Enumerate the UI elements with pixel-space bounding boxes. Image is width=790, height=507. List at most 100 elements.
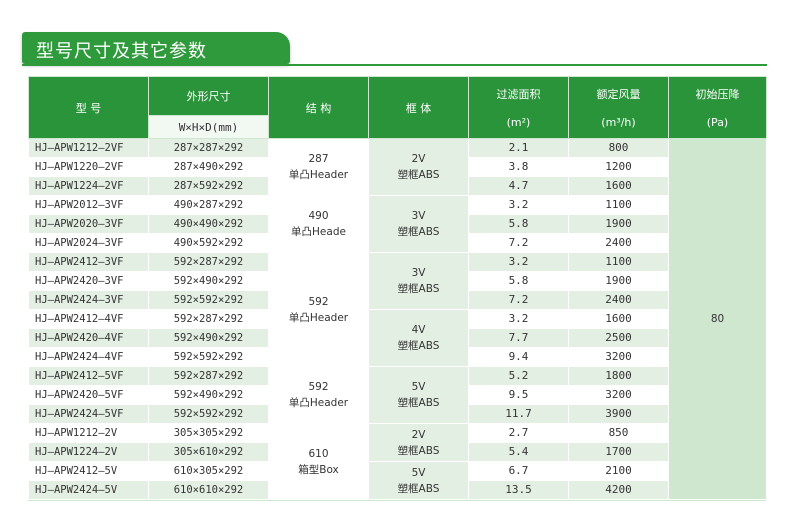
cell-frame-group: 2V 塑框ABS (368, 423, 469, 462)
frame-v-count: 5V (411, 466, 426, 479)
cell-dimensions: 490×490×292 (148, 214, 269, 234)
cell-filter-area: 5.8 (468, 214, 569, 234)
cell-airflow: 800 (568, 138, 669, 158)
cell-model: HJ–APW2020–3VF (28, 214, 149, 234)
cell-model: HJ–APW1212–2V (28, 423, 149, 443)
header-filter-area-unit: (m²) (506, 116, 531, 129)
table-row: HJ–APW2424–4VF 592×592×292 9.4 3200 (28, 347, 767, 367)
cell-model: HJ–APW1224–2V (28, 442, 149, 462)
cell-model: HJ–APW2424–5V (28, 480, 149, 500)
table-row: HJ–APW1220–2VF 287×490×292 3.8 1200 (28, 157, 767, 177)
cell-dimensions: 305×305×292 (148, 423, 269, 443)
structure-size: 610 (308, 447, 329, 460)
cell-dimensions: 490×287×292 (148, 195, 269, 215)
cell-structure-group: 592 单凸Header (268, 366, 369, 424)
cell-model: HJ–APW2424–5VF (28, 404, 149, 424)
cell-frame-group: 3V 塑框ABS (368, 195, 469, 253)
cell-dimensions: 490×592×292 (148, 233, 269, 253)
cell-model: HJ–APW2024–3VF (28, 233, 149, 253)
cell-dimensions: 287×490×292 (148, 157, 269, 177)
header-pressure-unit: (Pa) (706, 116, 729, 129)
cell-frame-group: 5V 塑框ABS (368, 461, 469, 500)
cell-model: HJ–APW2012–3VF (28, 195, 149, 215)
frame-material: 塑框ABS (397, 340, 440, 352)
frame-material: 塑框ABS (397, 397, 440, 409)
header-airflow-label: 额定风量 (596, 88, 641, 101)
frame-material: 塑框ABS (397, 226, 440, 238)
cell-filter-area: 2.7 (468, 423, 569, 443)
table-row: HJ–APW2020–3VF 490×490×292 5.8 1900 (28, 214, 767, 234)
cell-filter-area: 7.2 (468, 290, 569, 310)
table-row: HJ–APW2424–5V 610×610×292 13.5 4200 (28, 480, 767, 500)
frame-v-count: 5V (411, 381, 426, 393)
cell-dimensions: 592×490×292 (148, 271, 269, 291)
header-dimensions-sub: W×H×D(mm) (148, 115, 269, 139)
cell-dimensions: 592×490×292 (148, 328, 269, 348)
cell-model: HJ–APW1220–2VF (28, 157, 149, 177)
cell-airflow: 2100 (568, 461, 669, 481)
cell-filter-area: 13.5 (468, 480, 569, 500)
frame-v-count: 4V (411, 324, 426, 336)
cell-filter-area: 7.2 (468, 233, 569, 253)
frame-v-count: 2V (411, 153, 426, 165)
cell-model: HJ–APW2424–4VF (28, 347, 149, 367)
cell-filter-area: 3.8 (468, 157, 569, 177)
frame-v-count: 3V (411, 210, 426, 222)
table-row: HJ–APW1212–2V 305×305×292 610 箱型Box 2V 塑框ABS 2… (28, 423, 767, 500)
cell-model: HJ–APW1224–2VF (28, 176, 149, 196)
cell-dimensions: 287×592×292 (148, 176, 269, 196)
table-row: HJ–APW2420–5VF 592×490×292 9.5 3200 (28, 385, 767, 405)
cell-airflow: 1600 (568, 176, 669, 196)
header-dimensions: 外形尺寸 (148, 76, 269, 116)
frame-material: 塑框ABS (397, 283, 440, 295)
cell-dimensions: 592×287×292 (148, 252, 269, 272)
cell-model: HJ–APW1212–2VF (28, 138, 149, 158)
table-row: HJ–APW2012–3VF 490×287×292 490 单凸Heade 3V 塑框A… (28, 195, 767, 253)
cell-airflow: 3900 (568, 404, 669, 424)
structure-size: 287 (308, 153, 329, 165)
cell-dimensions: 592×287×292 (148, 366, 269, 386)
cell-filter-area: 11.7 (468, 404, 569, 424)
cell-structure-group: 592 单凸Header (268, 252, 369, 367)
cell-structure-group: 610 箱型Box (268, 423, 369, 500)
cell-airflow: 1800 (568, 366, 669, 386)
structure-size: 490 (308, 210, 329, 222)
cell-dimensions: 610×305×292 (148, 461, 269, 481)
cell-frame-group: 4V 塑框ABS (368, 309, 469, 367)
header-frame: 框 体 (368, 76, 469, 139)
cell-filter-area: 9.5 (468, 385, 569, 405)
structure-type: 单凸Header (288, 169, 349, 181)
cell-filter-area: 5.4 (468, 442, 569, 462)
cell-airflow: 1900 (568, 214, 669, 234)
structure-type: 单凸Header (288, 311, 349, 324)
spec-table-container: 型 号 外形尺寸 结 构 框 体 过滤面积 (m²) 额定风量 (m³/h) 初… (28, 76, 767, 501)
spec-table: 型 号 外形尺寸 结 构 框 体 过滤面积 (m²) 额定风量 (m³/h) 初… (28, 76, 767, 500)
header-model: 型 号 (28, 76, 149, 139)
title-divider (22, 64, 767, 66)
cell-filter-area: 4.7 (468, 176, 569, 196)
cell-model: HJ–APW2412–3VF (28, 252, 149, 272)
table-row: HJ–APW2412–3VF 592×287×292 592 单凸Header 3V 塑框… (28, 252, 767, 367)
cell-structure-group: 287 单凸Header (268, 138, 369, 196)
cell-model: HJ–APW2412–5VF (28, 366, 149, 386)
cell-initial-pressure: 80 (668, 138, 767, 500)
cell-airflow: 1600 (568, 309, 669, 329)
table-row: HJ–APW2024–3VF 490×592×292 7.2 2400 (28, 233, 767, 253)
table-row: HJ–APW1212–2VF 287×287×292 287 单凸Header 2V 塑框… (28, 138, 767, 500)
frame-v-count: 3V (411, 267, 426, 279)
cell-dimensions: 610×610×292 (148, 480, 269, 500)
cell-model: HJ–APW2424–3VF (28, 290, 149, 310)
cell-airflow: 3200 (568, 385, 669, 405)
cell-filter-area: 3.2 (468, 195, 569, 215)
cell-frame-group: 5V 塑框ABS (368, 366, 469, 424)
section-title: 型号尺寸及其它参数 (36, 41, 207, 62)
cell-dimensions: 592×592×292 (148, 290, 269, 310)
cell-airflow: 4200 (568, 480, 669, 500)
table-row: HJ–APW2424–5VF 592×592×292 11.7 3900 (28, 404, 767, 424)
cell-airflow: 1100 (568, 252, 669, 272)
structure-type: 单凸Header (288, 397, 349, 409)
cell-structure-group: 490 单凸Heade (268, 195, 369, 253)
structure-size: 592 (308, 381, 329, 393)
structure-size: 592 (308, 295, 329, 308)
cell-dimensions: 592×490×292 (148, 385, 269, 405)
